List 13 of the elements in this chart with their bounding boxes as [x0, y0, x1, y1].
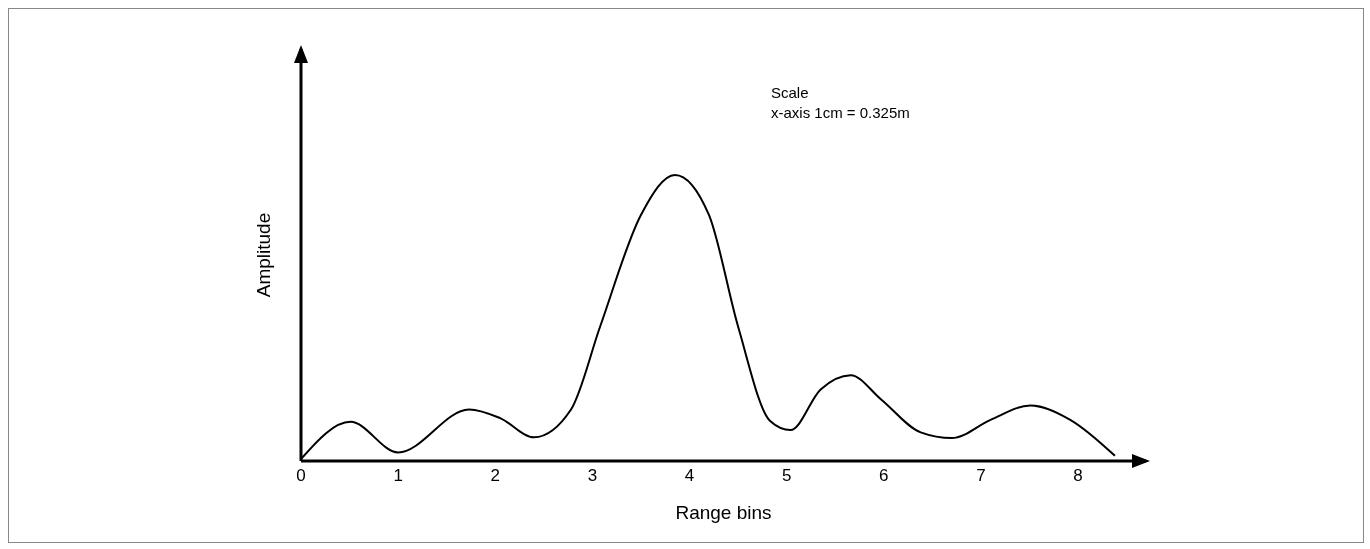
y-axis-title: Amplitude	[252, 212, 274, 298]
x-tick-label: 4	[684, 466, 695, 486]
x-tick-label: 8	[1073, 466, 1083, 486]
x-tick-label: 7	[976, 466, 986, 486]
x-tick-label: 2	[490, 466, 500, 486]
x-tick-label: 1	[393, 466, 403, 486]
x-tick-label: 5	[781, 466, 792, 486]
x-tick-label: 6	[879, 466, 889, 486]
x-tick-label: 0	[296, 466, 306, 486]
x-tick-label: 3	[587, 466, 598, 486]
text: x-axis 1cm = 0.325m	[771, 103, 910, 123]
text: Scale	[771, 83, 810, 103]
x-axis-title: Range bins	[675, 502, 772, 523]
